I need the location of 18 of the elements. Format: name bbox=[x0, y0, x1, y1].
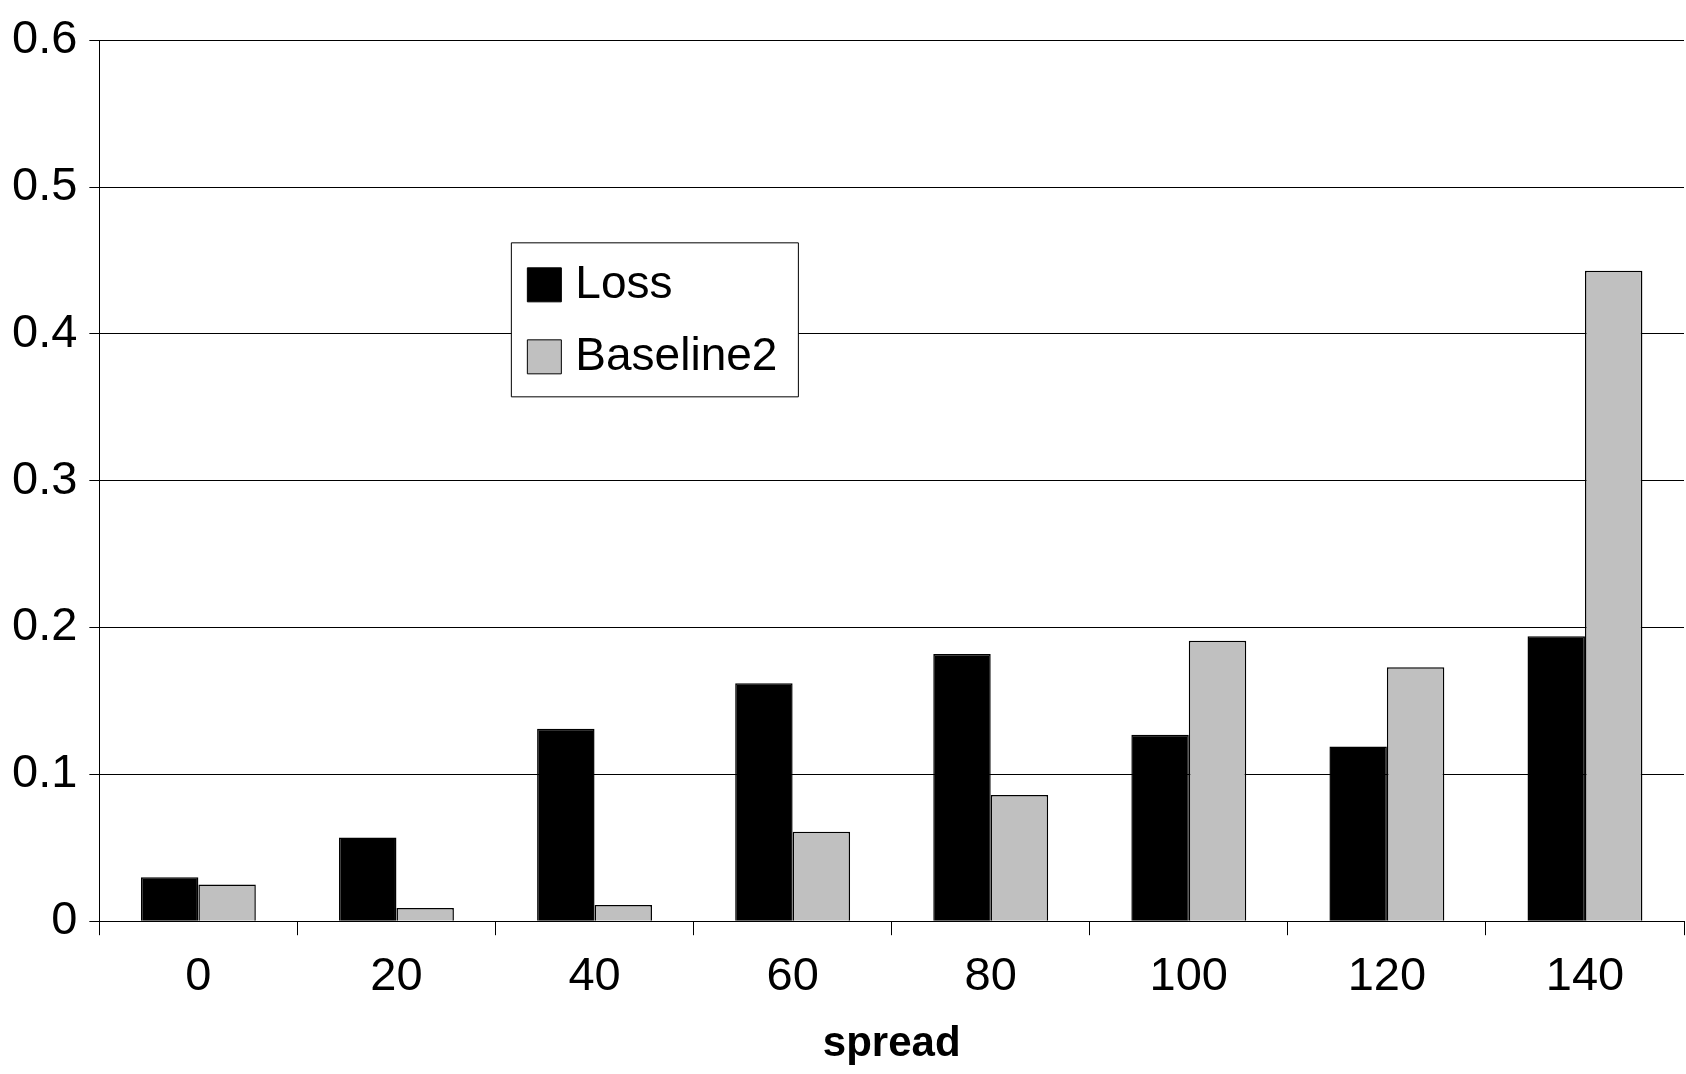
legend-label: Loss bbox=[575, 255, 673, 308]
y-tick-label: 0.5 bbox=[11, 156, 78, 210]
legend-label: Baseline2 bbox=[575, 327, 778, 380]
y-tick-label: 0.3 bbox=[11, 450, 78, 504]
y-tick-label: 0.1 bbox=[11, 744, 78, 798]
x-tick-label: 20 bbox=[370, 947, 423, 1001]
x-tick-label: 100 bbox=[1149, 947, 1228, 1001]
x-tick-label: 120 bbox=[1347, 947, 1427, 1001]
y-tick-label: 0.6 bbox=[11, 10, 78, 64]
x-tick-label: 0 bbox=[185, 947, 212, 1001]
y-tick-label: 0 bbox=[51, 891, 78, 945]
x-tick-label: 80 bbox=[964, 947, 1017, 1001]
x-tick-label: 140 bbox=[1545, 947, 1625, 1001]
y-tick-label: 0.4 bbox=[11, 303, 78, 357]
y-tick-label: 0.2 bbox=[11, 597, 78, 651]
x-axis-title: spread bbox=[822, 1018, 961, 1066]
x-tick-label: 60 bbox=[766, 947, 819, 1001]
x-tick-label: 40 bbox=[568, 947, 621, 1001]
